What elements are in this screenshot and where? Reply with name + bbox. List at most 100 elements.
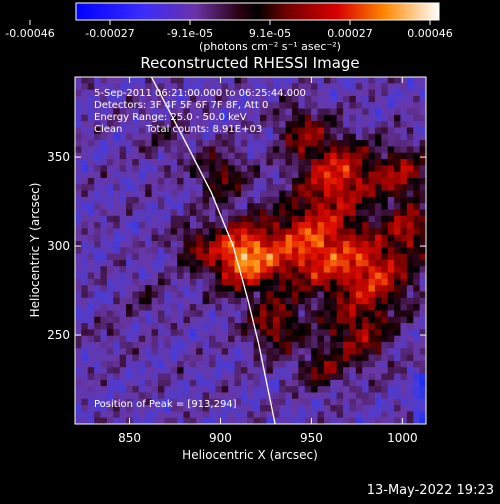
heatmap-cell bbox=[317, 171, 325, 179]
heatmap-cell bbox=[304, 152, 312, 160]
heatmap-cell bbox=[266, 360, 274, 368]
heatmap-cell bbox=[75, 323, 82, 330]
heatmap-cell bbox=[413, 247, 421, 255]
heatmap-cell bbox=[413, 253, 421, 261]
heatmap-cell bbox=[368, 102, 376, 110]
heatmap-cell bbox=[247, 417, 255, 424]
heatmap-cell bbox=[196, 278, 204, 286]
heatmap-cell bbox=[113, 285, 121, 293]
heatmap-cell bbox=[164, 140, 172, 147]
heatmap-cell bbox=[260, 241, 268, 248]
heatmap-cell bbox=[355, 95, 363, 103]
heatmap-cell bbox=[291, 360, 299, 368]
heatmap-cell bbox=[228, 335, 236, 343]
heatmap-cell bbox=[240, 341, 248, 349]
heatmap-cell bbox=[336, 177, 344, 185]
heatmap-cell bbox=[202, 373, 210, 381]
heatmap-cell bbox=[362, 329, 370, 337]
heatmap-cell bbox=[349, 417, 357, 424]
heatmap-cell bbox=[177, 190, 185, 198]
heatmap-cell bbox=[419, 373, 426, 381]
heatmap-cell bbox=[311, 266, 319, 274]
heatmap-cell bbox=[170, 184, 178, 192]
heatmap-cell bbox=[202, 121, 210, 129]
heatmap-cell bbox=[323, 304, 331, 312]
heatmap-cell bbox=[311, 247, 319, 255]
heatmap-cell bbox=[279, 190, 287, 198]
heatmap-cell bbox=[138, 291, 146, 299]
heatmap-cell bbox=[381, 297, 389, 305]
heatmap-cell bbox=[323, 95, 331, 103]
heatmap-cell bbox=[183, 127, 191, 135]
heatmap-cell bbox=[196, 297, 204, 305]
heatmap-cell bbox=[406, 405, 414, 412]
heatmap-cell bbox=[240, 304, 248, 312]
heatmap-cell bbox=[413, 114, 421, 122]
heatmap-cell bbox=[349, 304, 357, 312]
heatmap-cell bbox=[215, 392, 223, 400]
heatmap-cell bbox=[94, 77, 102, 84]
heatmap-cell bbox=[406, 310, 414, 318]
heatmap-cell bbox=[266, 209, 274, 217]
heatmap-cell bbox=[132, 203, 140, 211]
heatmap-cell bbox=[349, 316, 357, 324]
heatmap-cell bbox=[164, 152, 172, 160]
heatmap-cell bbox=[157, 196, 165, 204]
heatmap-cell bbox=[362, 209, 370, 217]
heatmap-cell bbox=[196, 354, 204, 362]
heatmap-cell bbox=[279, 417, 287, 424]
heatmap-cell bbox=[291, 392, 299, 400]
heatmap-cell bbox=[183, 108, 191, 116]
heatmap-cell bbox=[323, 341, 331, 349]
heatmap-cell bbox=[298, 203, 306, 211]
heatmap-cell bbox=[279, 215, 287, 223]
heatmap-cell bbox=[234, 348, 242, 356]
heatmap-cell bbox=[170, 83, 178, 91]
heatmap-cell bbox=[170, 373, 178, 381]
heatmap-cell bbox=[202, 417, 210, 424]
heatmap-cell bbox=[87, 171, 95, 179]
heatmap-cell bbox=[406, 253, 414, 261]
heatmap-cell bbox=[413, 127, 421, 135]
heatmap-cell bbox=[87, 259, 95, 267]
heatmap-cell bbox=[202, 89, 210, 97]
heatmap-cell bbox=[94, 304, 102, 312]
heatmap-cell bbox=[202, 341, 210, 349]
heatmap-cell bbox=[138, 367, 146, 375]
heatmap-cell bbox=[221, 291, 229, 299]
y-axis-label: Heliocentric Y (arcsec) bbox=[28, 183, 42, 318]
heatmap-cell bbox=[119, 77, 127, 84]
heatmap-cell bbox=[343, 348, 351, 356]
heatmap-cell bbox=[151, 127, 159, 135]
heatmap-cell bbox=[247, 203, 255, 211]
heatmap-cell bbox=[349, 114, 357, 122]
heatmap-cell bbox=[183, 266, 191, 274]
heatmap-cell bbox=[87, 159, 95, 166]
solar-limb-curve bbox=[150, 77, 276, 424]
heatmap-cell bbox=[157, 241, 165, 248]
heatmap-cell bbox=[81, 228, 89, 236]
heatmap-cell bbox=[215, 247, 223, 255]
heatmap-cell bbox=[177, 184, 185, 192]
heatmap-cell bbox=[285, 241, 293, 248]
heatmap-cell bbox=[343, 285, 351, 293]
heatmap-cell bbox=[266, 140, 274, 147]
heatmap-cell bbox=[413, 259, 421, 267]
heatmap-cell bbox=[132, 215, 140, 223]
heatmap-cell bbox=[330, 335, 338, 343]
heatmap-cell bbox=[215, 304, 223, 312]
heatmap-cell bbox=[221, 127, 229, 135]
heatmap-cell bbox=[75, 304, 82, 312]
heatmap-cell bbox=[215, 272, 223, 280]
heatmap-cell bbox=[419, 405, 426, 412]
heatmap-cell bbox=[100, 291, 108, 299]
heatmap-cell bbox=[413, 177, 421, 185]
heatmap-cell bbox=[266, 304, 274, 312]
heatmap-cell bbox=[394, 348, 402, 356]
heatmap-cell bbox=[81, 291, 89, 299]
heatmap-cell bbox=[323, 127, 331, 135]
heatmap-cell bbox=[126, 196, 134, 204]
heatmap-cell bbox=[234, 177, 242, 185]
heatmap-cell bbox=[419, 234, 426, 242]
heatmap-cell bbox=[349, 95, 357, 103]
